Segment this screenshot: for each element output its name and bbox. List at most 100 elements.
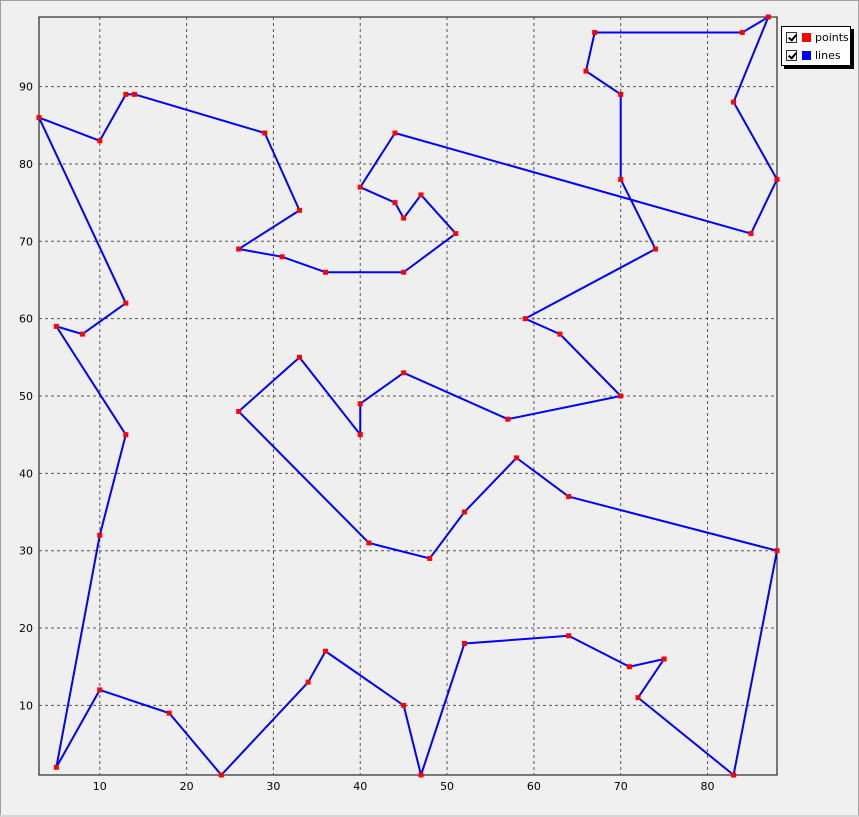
data-point: [661, 656, 667, 662]
series-line-segment: [732, 16, 770, 104]
data-point: [53, 764, 59, 770]
data-point: [296, 354, 302, 360]
data-point: [461, 509, 467, 515]
y-tick-label: 50: [19, 390, 33, 403]
series-line-segment: [359, 186, 396, 204]
y-tick-label: 30: [19, 545, 33, 558]
data-point: [618, 176, 624, 182]
data-point: [557, 331, 563, 337]
data-point: [218, 772, 224, 778]
series-line-segment: [359, 371, 405, 405]
data-point: [357, 432, 363, 438]
series-line-segment: [359, 132, 396, 189]
points-checkbox[interactable]: [786, 31, 797, 43]
series-line-segment: [584, 31, 596, 73]
legend-item-lines[interactable]: lines: [786, 48, 841, 62]
series-line-segment: [81, 302, 127, 336]
x-tick-label: 60: [527, 780, 541, 793]
y-tick-label: 60: [19, 313, 33, 326]
data-point: [53, 323, 59, 329]
series-line-segment: [524, 248, 657, 320]
series-lines: [38, 16, 778, 776]
series-line-segment: [428, 511, 466, 560]
y-tick-label: 90: [19, 81, 33, 94]
data-point: [461, 641, 467, 647]
data-point: [166, 710, 172, 716]
series-line-segment: [168, 712, 223, 776]
window-bottom-edge: [0, 815, 859, 817]
data-point: [357, 401, 363, 407]
series-line-segment: [55, 534, 101, 769]
data-point: [401, 215, 407, 221]
x-tick-label: 20: [180, 780, 194, 793]
series-line-segment: [55, 688, 101, 769]
data-point: [427, 555, 433, 561]
data-point: [453, 231, 459, 237]
legend-item-points[interactable]: points: [786, 30, 849, 44]
data-point: [323, 269, 329, 275]
series-line-segment: [402, 232, 457, 274]
series-line-segment: [628, 657, 666, 668]
data-point: [618, 393, 624, 399]
legend: points lines: [781, 26, 851, 66]
series-line-segment: [393, 132, 752, 235]
series-line-segment: [463, 634, 570, 645]
series-line-segment: [741, 16, 770, 34]
tick-labels: 10 20 30 40 50 60 70 80 10 20 30 40 50 60 70 80 90: [19, 81, 715, 793]
data-point: [652, 246, 658, 252]
data-point: [583, 68, 589, 74]
data-point: [79, 331, 85, 337]
series-line-segment: [732, 101, 778, 181]
data-point: [296, 207, 302, 213]
series-line-segment: [584, 70, 622, 96]
x-tick-label: 30: [266, 780, 280, 793]
data-point: [566, 494, 572, 500]
series-line-segment: [237, 209, 301, 251]
grid-lines: [39, 17, 777, 775]
series-line-segment: [324, 650, 405, 707]
series-line-segment: [567, 495, 778, 552]
data-point: [626, 664, 632, 670]
data-point: [731, 772, 737, 778]
series-line-segment: [98, 688, 171, 715]
data-point: [748, 231, 754, 237]
series-line-segment: [567, 634, 631, 668]
series-line-segment: [524, 317, 561, 336]
series-line-segment: [619, 178, 657, 251]
data-point: [418, 772, 424, 778]
series-line-segment: [420, 193, 457, 235]
data-point: [123, 91, 129, 97]
series-line-segment: [637, 657, 666, 699]
series-line-segment: [463, 456, 518, 514]
series-line-segment: [55, 325, 127, 436]
lines-swatch: [802, 50, 811, 60]
series-line-segment: [558, 333, 622, 397]
data-point: [392, 130, 398, 136]
data-point: [731, 99, 737, 105]
series-line-segment: [237, 248, 284, 258]
y-tick-label: 20: [19, 622, 33, 635]
series-line-segment: [298, 356, 362, 436]
lines-legend-label: lines: [815, 48, 841, 62]
data-point: [774, 548, 780, 554]
y-tick-label: 10: [19, 699, 33, 712]
data-point: [305, 679, 311, 685]
data-point: [774, 176, 780, 182]
lines-checkbox[interactable]: [786, 49, 797, 61]
data-point: [418, 192, 424, 198]
x-tick-label: 50: [440, 780, 454, 793]
data-point: [366, 540, 372, 546]
series-line-segment: [732, 549, 778, 776]
series-line-segment: [263, 132, 301, 212]
x-tick-label: 80: [701, 780, 715, 793]
series-line-segment: [749, 178, 778, 235]
data-point: [514, 455, 520, 461]
series-line-segment: [307, 650, 327, 684]
data-point: [401, 269, 407, 275]
data-point: [36, 115, 42, 121]
series-line-segment: [133, 93, 266, 135]
series-line-segment: [38, 116, 127, 305]
data-point: [566, 633, 572, 639]
data-point: [97, 138, 103, 144]
